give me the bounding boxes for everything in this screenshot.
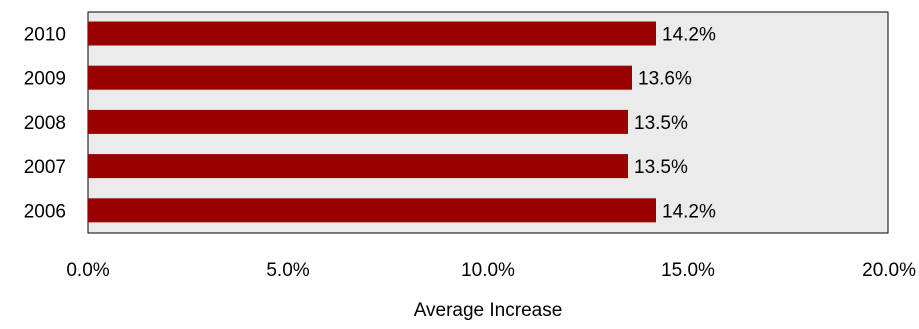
x-axis-tick-labels: 0.0% 5.0% 10.0% 15.0% 20.0% — [66, 260, 916, 281]
bar-value-label-2010: 14.2% — [662, 25, 716, 46]
y-category-label-2009: 2009 — [24, 69, 66, 90]
bar-value-label-2007: 13.5% — [634, 157, 688, 178]
x-tick-label: 5.0% — [266, 260, 309, 281]
y-category-label-2008: 2008 — [24, 113, 66, 134]
y-category-label-2010: 2010 — [24, 25, 66, 46]
bar-value-labels: 14.2% 13.6% 13.5% 13.5% 14.2% — [634, 25, 716, 223]
bar-2010 — [88, 21, 656, 46]
bar-2009 — [88, 65, 632, 90]
x-tick-label: 10.0% — [461, 260, 515, 281]
bar-2008 — [88, 109, 628, 134]
y-category-label-2007: 2007 — [24, 157, 66, 178]
bar-2006 — [88, 198, 656, 223]
bar-value-label-2006: 14.2% — [662, 201, 716, 222]
x-tick-label: 15.0% — [661, 260, 715, 281]
y-axis-category-labels: 2010 2009 2008 2007 2006 — [24, 25, 66, 223]
x-tick-label: 20.0% — [862, 260, 916, 281]
y-category-label-2006: 2006 — [24, 201, 66, 222]
x-tick-label: 0.0% — [66, 260, 109, 281]
bar-value-label-2008: 13.5% — [634, 113, 688, 134]
bar-2007 — [88, 154, 628, 179]
bars — [88, 21, 656, 223]
x-axis-title: Average Increase — [414, 300, 563, 321]
bar-value-label-2009: 13.6% — [638, 69, 692, 90]
